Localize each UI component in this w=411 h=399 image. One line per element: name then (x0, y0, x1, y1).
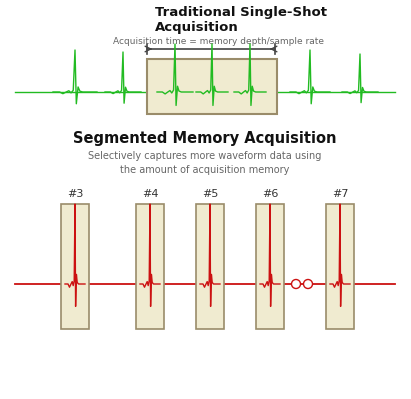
Bar (136, 204, 164, 329)
Text: Segmented Memory Acquisition: Segmented Memory Acquisition (73, 131, 337, 146)
Bar (256, 204, 284, 329)
Text: Acquisition time = memory depth/sample rate: Acquisition time = memory depth/sample r… (113, 37, 324, 46)
Bar (326, 204, 354, 329)
Text: Traditional Single-Shot
Acquisition: Traditional Single-Shot Acquisition (155, 6, 327, 34)
Circle shape (303, 280, 312, 288)
Text: #6: #6 (262, 189, 278, 199)
Circle shape (291, 280, 300, 288)
Bar (196, 204, 224, 329)
Text: #3: #3 (67, 189, 83, 199)
Text: #4: #4 (142, 189, 158, 199)
Bar (61, 204, 89, 329)
Text: #7: #7 (332, 189, 348, 199)
Text: Selectively captures more waveform data using
the amount of acquisition memory: Selectively captures more waveform data … (88, 151, 322, 175)
Bar (147, 59, 277, 114)
Text: #5: #5 (202, 189, 218, 199)
